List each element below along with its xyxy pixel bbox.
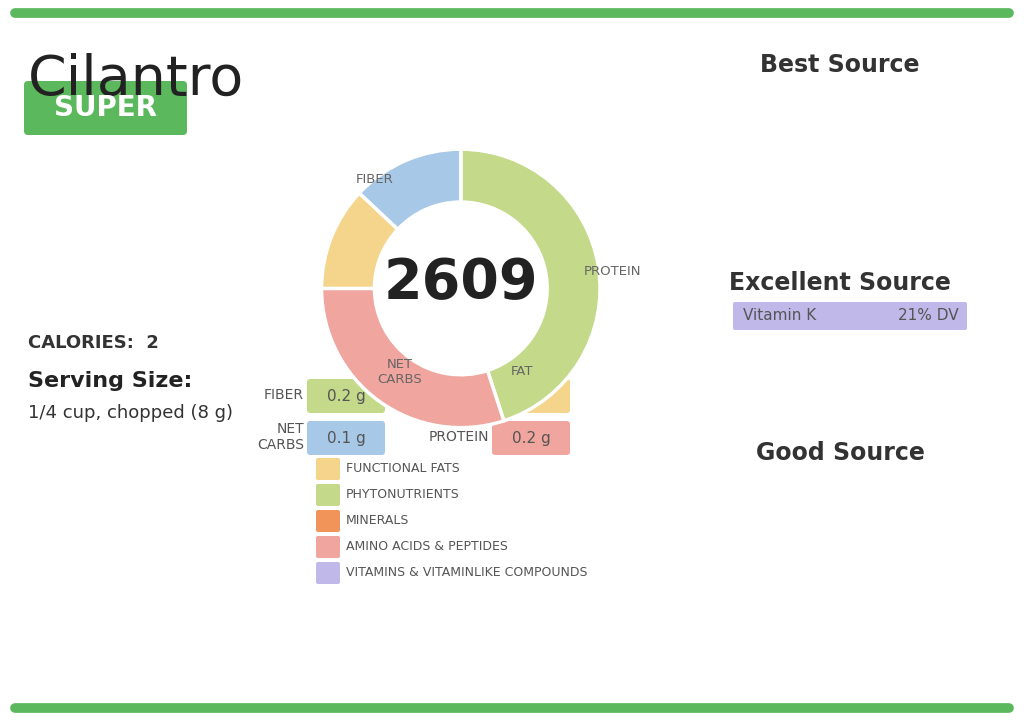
FancyBboxPatch shape — [316, 536, 340, 558]
Wedge shape — [322, 288, 504, 428]
Text: Excellent Source: Excellent Source — [729, 271, 951, 295]
FancyBboxPatch shape — [492, 379, 570, 413]
FancyBboxPatch shape — [24, 81, 187, 135]
Wedge shape — [461, 149, 600, 421]
FancyBboxPatch shape — [316, 510, 340, 532]
Text: SUPER: SUPER — [54, 94, 158, 122]
FancyBboxPatch shape — [316, 458, 340, 480]
Wedge shape — [322, 193, 398, 288]
Text: 0 g: 0 g — [519, 389, 543, 404]
Text: NET
CARBS: NET CARBS — [257, 423, 304, 451]
Text: FIBER: FIBER — [355, 173, 393, 186]
Text: PROTEIN: PROTEIN — [584, 265, 641, 278]
FancyBboxPatch shape — [307, 421, 385, 455]
Text: CALORIES:  2: CALORIES: 2 — [28, 334, 159, 352]
Text: MINERALS: MINERALS — [346, 515, 410, 528]
Text: 21% DV: 21% DV — [898, 309, 959, 324]
FancyBboxPatch shape — [316, 484, 340, 506]
Text: FAT: FAT — [465, 388, 489, 402]
Text: Cilantro: Cilantro — [28, 53, 245, 107]
Text: 2609: 2609 — [384, 256, 538, 310]
Text: FIBER: FIBER — [264, 388, 304, 402]
FancyBboxPatch shape — [733, 302, 967, 330]
Text: FUNCTIONAL FATS: FUNCTIONAL FATS — [346, 462, 460, 476]
FancyBboxPatch shape — [492, 421, 570, 455]
Text: 0.2 g: 0.2 g — [327, 389, 366, 404]
Text: 0.1 g: 0.1 g — [327, 430, 366, 446]
Wedge shape — [359, 149, 461, 229]
Text: PHYTONUTRIENTS: PHYTONUTRIENTS — [346, 489, 460, 502]
Text: AMINO ACIDS & PEPTIDES: AMINO ACIDS & PEPTIDES — [346, 541, 508, 554]
Text: NET
CARBS: NET CARBS — [377, 358, 422, 386]
Text: Best Source: Best Source — [760, 53, 920, 77]
Text: Vitamin K: Vitamin K — [743, 309, 816, 324]
FancyBboxPatch shape — [316, 562, 340, 584]
Text: Good Source: Good Source — [756, 441, 925, 465]
Text: 1/4 cup, chopped (8 g): 1/4 cup, chopped (8 g) — [28, 404, 233, 422]
Text: VITAMINS & VITAMINLIKE COMPOUNDS: VITAMINS & VITAMINLIKE COMPOUNDS — [346, 567, 588, 580]
Text: PROTEIN: PROTEIN — [428, 430, 489, 444]
Text: Serving Size:: Serving Size: — [28, 371, 193, 391]
Text: FAT: FAT — [511, 366, 534, 379]
Text: 0.2 g: 0.2 g — [512, 430, 550, 446]
FancyBboxPatch shape — [307, 379, 385, 413]
